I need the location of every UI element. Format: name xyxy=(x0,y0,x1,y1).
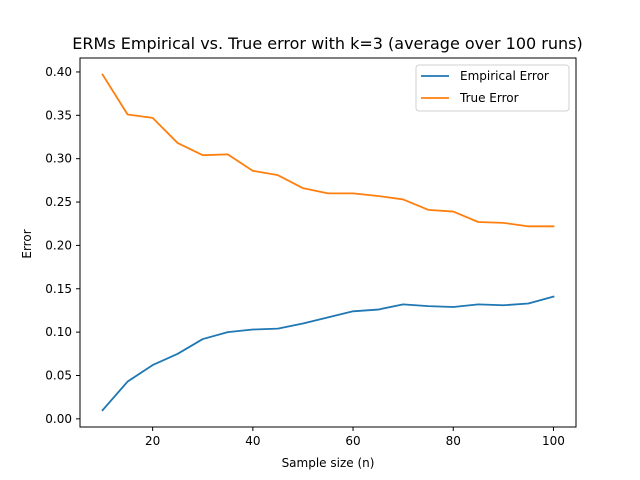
x-tick-label: 20 xyxy=(145,434,160,448)
series-line-empirical-error xyxy=(101,295,555,412)
plot-area xyxy=(79,57,577,428)
x-axis-label: Sample size (n) xyxy=(282,456,375,470)
y-tick-label: 0.40 xyxy=(45,65,72,79)
y-tick-label: 0.35 xyxy=(45,108,72,122)
series-line-true-error xyxy=(101,73,555,228)
legend-box xyxy=(415,64,570,112)
y-tick-label: 0.15 xyxy=(45,282,72,296)
y-tick-label: 0.10 xyxy=(45,325,72,339)
x-tick-label: 40 xyxy=(245,434,260,448)
legend: Empirical Error True Error xyxy=(415,64,570,112)
plot-frame xyxy=(79,57,577,428)
legend-label-empirical-error: Empirical Error xyxy=(460,69,549,83)
y-tick-label: 0.30 xyxy=(45,152,72,166)
y-tick-label: 0.25 xyxy=(45,195,72,209)
y-axis-label: Error xyxy=(20,229,34,258)
y-axis: 0.00 0.05 0.10 0.15 0.20 0.25 0.30 0.35 0.40 xyxy=(45,65,80,426)
y-tick-label: 0.05 xyxy=(45,368,72,382)
y-tick-label: 0.20 xyxy=(45,238,72,252)
series-group xyxy=(101,73,555,412)
x-axis: 20 40 60 80 100 xyxy=(145,427,565,448)
x-tick-label: 80 xyxy=(446,434,461,448)
chart-title: ERMs Empirical vs. True error with k=3 (… xyxy=(72,34,582,53)
legend-label-true-error: True Error xyxy=(459,91,519,105)
x-tick-label: 100 xyxy=(542,434,565,448)
y-tick-label: 0.00 xyxy=(45,412,72,426)
x-tick-label: 60 xyxy=(345,434,360,448)
